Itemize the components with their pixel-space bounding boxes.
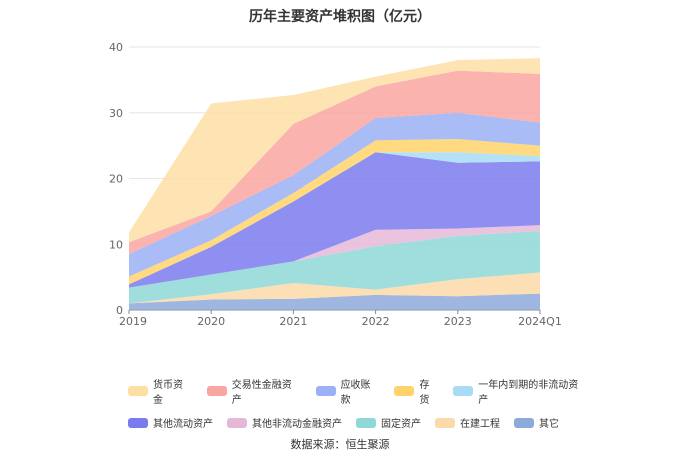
legend-item-其他非流动金融资产[interactable]: 其他非流动金融资产: [227, 415, 342, 430]
legend-item-交易性金融资产[interactable]: 交易性金融资产: [206, 376, 302, 406]
area-应收账款: [129, 112, 540, 277]
legend-row-1: 货币资金 交易性金融资产 应收账款 存货 一年内到期的非流动资产: [128, 376, 588, 406]
legend-swatch: [227, 417, 247, 428]
legend-label: 在建工程: [460, 419, 500, 430]
x-tick-label: 2022: [362, 315, 390, 328]
area-其他流动资产: [129, 152, 540, 288]
x-tick-label: 2023: [444, 315, 472, 328]
y-tick-label: 0: [116, 304, 123, 317]
data-source: 数据来源：恒生聚源: [290, 438, 390, 451]
legend-label: 其他流动资产: [153, 419, 213, 430]
legend-label: 货币资金: [152, 380, 183, 406]
area-其他非流动金融资产: [129, 225, 540, 288]
legend-label: 应收账款: [340, 380, 371, 406]
legend-item-一年内到期的非流动资产[interactable]: 一年内到期的非流动资产: [453, 376, 588, 406]
legend-label: 其他非流动金融资产: [252, 419, 342, 430]
x-tick-label: 2020: [197, 315, 225, 328]
area-存货: [129, 139, 540, 285]
legend-item-应收账款[interactable]: 应收账款: [315, 376, 381, 406]
legend-swatch: [128, 386, 148, 396]
area-series: [129, 58, 540, 310]
legend-item-在建工程[interactable]: 在建工程: [435, 415, 500, 430]
legend-label: 存货: [419, 380, 430, 406]
legend-swatch: [128, 417, 148, 428]
area-交易性金融资产: [129, 70, 540, 255]
legend-swatch: [356, 417, 376, 428]
legend-swatch: [394, 386, 415, 396]
legend-swatch: [453, 386, 474, 396]
x-tick-label: 2024Q1: [518, 315, 562, 328]
chart-title: 历年主要资产堆积图（亿元）: [249, 9, 431, 25]
legend-swatch: [514, 417, 534, 428]
legend-swatch: [435, 417, 455, 428]
legend-swatch: [315, 386, 336, 396]
area-固定资产: [129, 231, 540, 304]
axes: 0 10 20 30 40 2019 2020 2021 2022 2023 2024Q1: [109, 41, 562, 328]
legend-label: 一年内到期的非流动资产: [478, 380, 579, 406]
area-在建工程: [129, 272, 540, 304]
area-其它: [129, 293, 540, 310]
legend: 货币资金 交易性金融资产 应收账款 存货 一年内到期的非流动资产 其他流动资产 其他非流动…: [128, 376, 588, 439]
area-货币资金: [129, 58, 540, 243]
legend-label: 交易性金融资产: [231, 380, 292, 406]
legend-item-其它[interactable]: 其它: [514, 415, 559, 430]
y-tick-label: 20: [109, 173, 123, 186]
y-tick-label: 10: [109, 238, 123, 251]
y-tick-label: 40: [109, 41, 123, 54]
legend-item-固定资产[interactable]: 固定资产: [356, 415, 421, 430]
legend-label: 固定资产: [381, 419, 421, 430]
legend-item-存货[interactable]: 存货: [394, 376, 439, 406]
x-tick-label: 2021: [279, 315, 307, 328]
legend-row-2: 其他流动资产 其他非流动金融资产 固定资产 在建工程 其它: [128, 415, 588, 430]
legend-label: 其它: [539, 419, 559, 430]
y-tick-label: 30: [109, 107, 123, 120]
stacked-area-chart: 0 10 20 30 40 2019 2020 2021 2022 2023 2024Q1: [109, 41, 562, 328]
legend-item-其他流动资产[interactable]: 其他流动资产: [128, 415, 213, 430]
x-tick-label: 2019: [119, 315, 147, 328]
legend-item-货币资金[interactable]: 货币资金: [128, 376, 193, 406]
legend-swatch: [206, 386, 227, 396]
